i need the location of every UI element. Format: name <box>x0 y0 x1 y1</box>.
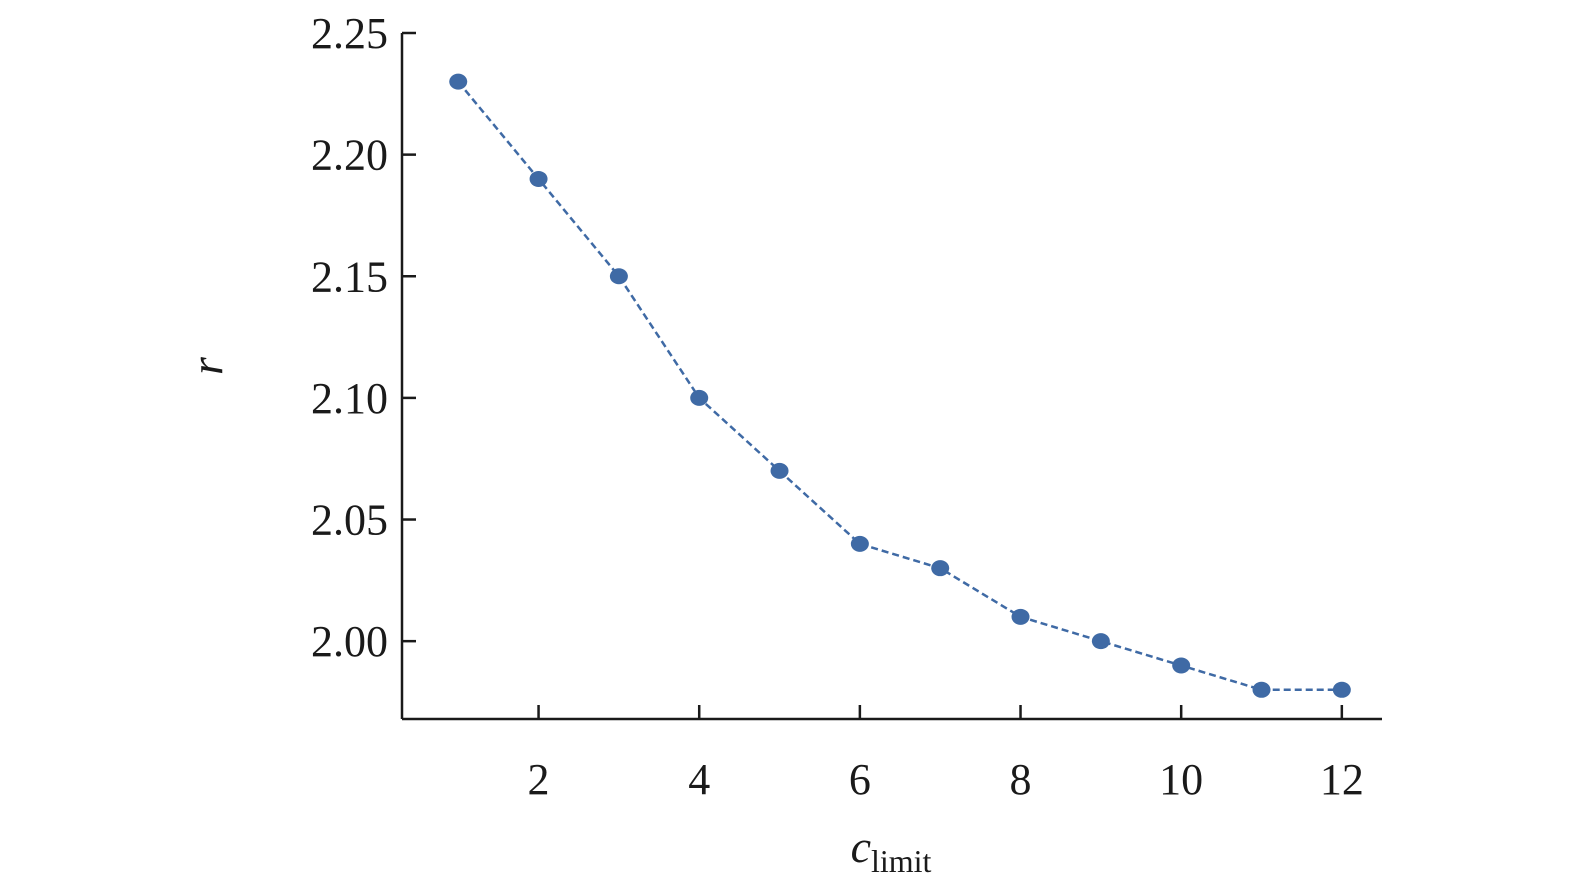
x-tick-label: 4 <box>688 755 710 804</box>
y-tick-label: 2.05 <box>311 496 388 545</box>
data-point <box>1011 608 1030 625</box>
series-layer <box>449 73 1351 698</box>
data-point <box>449 73 468 90</box>
data-point <box>1252 681 1271 698</box>
data-point <box>1091 633 1110 650</box>
y-axis-label: r <box>181 356 232 375</box>
x-axis-label: climit <box>851 821 932 879</box>
x-tick-label: 2 <box>528 755 550 804</box>
data-point <box>529 170 548 187</box>
series-line <box>457 80 1342 692</box>
x-axis-label-subscript: limit <box>871 843 932 879</box>
data-point <box>690 389 709 406</box>
y-tick-label: 2.15 <box>311 252 388 301</box>
y-tick-label: 2.10 <box>311 374 388 423</box>
data-point <box>1332 681 1351 698</box>
data-point <box>770 462 789 479</box>
data-point <box>1172 657 1191 674</box>
x-tick-label: 12 <box>1320 755 1364 804</box>
y-tick-label: 2.25 <box>311 9 388 58</box>
data-point <box>609 268 628 285</box>
x-axis-label-main: c <box>851 821 871 872</box>
data-point <box>850 535 869 552</box>
data-point <box>931 560 950 577</box>
x-axis-ticks: 2 4 6 8 10 12 <box>528 705 1364 804</box>
x-tick-label: 8 <box>1010 755 1032 804</box>
x-tick-label: 10 <box>1159 755 1203 804</box>
y-tick-label: 2.00 <box>311 617 388 666</box>
y-tick-label: 2.20 <box>311 131 388 180</box>
y-axis-ticks: 2.00 2.05 2.10 2.15 2.20 2.25 <box>311 9 416 666</box>
x-tick-label: 6 <box>849 755 871 804</box>
axes <box>400 33 1382 721</box>
